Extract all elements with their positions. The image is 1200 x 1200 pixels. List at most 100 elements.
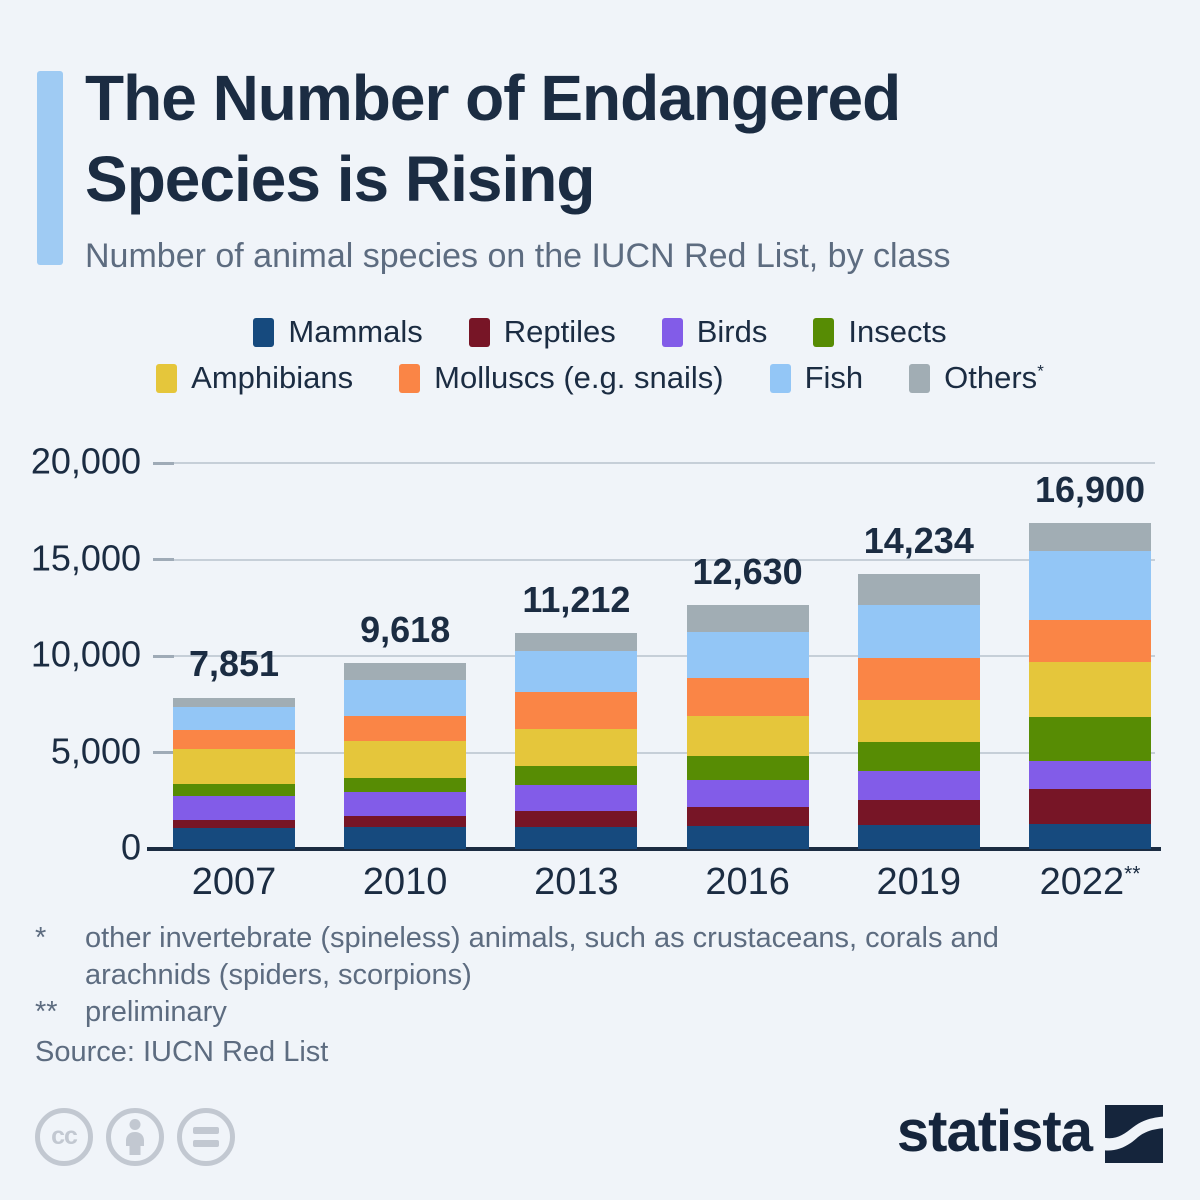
bar-segment-others-2022: [1029, 522, 1151, 552]
y-axis-label-5000: 5,000: [50, 729, 141, 771]
bar-segment-insects-2007: [173, 784, 295, 797]
legend-swatch-others: [909, 363, 931, 393]
license-badges: cc: [35, 1108, 235, 1166]
equals-glyph: [193, 1127, 219, 1147]
bar-segment-reptiles-2013: [515, 810, 638, 827]
legend-swatch-fish: [769, 363, 791, 393]
legend-item-reptiles: Reptiles: [468, 314, 616, 350]
bar-total-label-2016: 12,630: [692, 551, 803, 593]
bar-segment-mammals-2019: [857, 825, 980, 849]
bar-segment-fish-2007: [173, 707, 295, 731]
page-title: The Number of Endangered Species is Risi…: [85, 58, 901, 219]
legend-item-insects: Insects: [813, 314, 947, 350]
attribution-person-icon[interactable]: [106, 1108, 164, 1166]
footnote-2-text: preliminary: [85, 996, 227, 1029]
footnote-1-marker: *: [35, 922, 47, 954]
footnote-1: * other invertebrate (spineless) animals…: [35, 920, 999, 994]
y-axis-label-0: 0: [120, 826, 141, 868]
footnote-2-marker: **: [35, 996, 58, 1029]
bar-total-label-2019: 14,234: [863, 520, 974, 562]
bar-2016: [686, 605, 809, 849]
footnote-2: ** preliminary: [35, 994, 999, 1031]
gridline-5000: [153, 751, 1155, 754]
x-axis-label-2010: 2010: [362, 861, 448, 903]
statista-logo-text: statista: [896, 1099, 1093, 1164]
bar-segment-insects-2019: [857, 741, 980, 772]
bar-segment-reptiles-2010: [344, 815, 467, 828]
source-note: Source: IUCN Red List: [35, 1036, 329, 1068]
statista-branding[interactable]: statista: [897, 1098, 1163, 1169]
bar-segment-molluscs-e-g-snails-2022: [1029, 619, 1151, 662]
bar-segment-molluscs-e-g-snails-2013: [515, 692, 638, 729]
legend-swatch-insects: [813, 317, 835, 347]
bar-segment-fish-2013: [515, 651, 638, 692]
bar-segment-others-2019: [857, 574, 980, 606]
legend-row-1: Mammals Reptiles Birds Insects: [253, 314, 947, 350]
gridline-10000: [153, 655, 1155, 657]
bar-2022: [1029, 522, 1151, 849]
x-axis-label-2013: 2013: [534, 861, 619, 903]
no-derivatives-equals-icon[interactable]: [177, 1108, 235, 1166]
bar-total-label-2013: 11,212: [522, 578, 631, 620]
legend-row-2: Amphibians Molluscs (e.g. snails) Fish Othe…: [156, 360, 1044, 396]
bar-segment-fish-2022: [1029, 551, 1151, 620]
person-glyph: [126, 1119, 144, 1155]
gridline-20000: [153, 462, 1155, 464]
gridline-15000: [153, 558, 1155, 561]
bar-segment-amphibians-2022: [1029, 661, 1151, 717]
footnote-1-line-1: other invertebrate (spineless) animals, …: [85, 922, 999, 954]
bar-segment-molluscs-e-g-snails-2007: [173, 730, 295, 750]
x-axis-label-2007: 2007: [191, 861, 277, 903]
axis-tick-5000: [153, 751, 174, 754]
legend-swatch-mammals: [253, 317, 275, 347]
bar-segment-birds-2022: [1029, 761, 1151, 789]
x-axis-label-2019: 2019: [876, 861, 962, 903]
legend-swatch-amphibians: [156, 363, 178, 393]
y-axis-labels: 20,000 15,000 10,000 5,000 0: [0, 440, 141, 867]
bar-segment-fish-2010: [344, 680, 467, 717]
bar-segment-birds-2007: [173, 796, 295, 820]
y-axis-label-20000: 20,000: [30, 440, 141, 482]
bar-segment-molluscs-e-g-snails-2010: [344, 716, 467, 742]
bar-segment-reptiles-2007: [173, 819, 295, 828]
title-accent-bar: [37, 71, 63, 265]
legend-label-molluscs-e-g-snails: Molluscs (e.g. snails): [434, 360, 724, 395]
bar-2010: [344, 663, 467, 849]
legend-label-fish: Fish: [804, 360, 864, 395]
bar-segment-amphibians-2010: [344, 741, 467, 778]
bar-segment-molluscs-e-g-snails-2016: [686, 677, 809, 716]
legend-label-mammals: Mammals: [288, 314, 423, 349]
bar-segment-birds-2010: [344, 791, 467, 816]
cc-letters: cc: [51, 1121, 78, 1150]
bar-segment-mammals-2007: [173, 827, 295, 849]
bar-segment-birds-2016: [686, 780, 809, 807]
legend-item-molluscs-e-g-snails: Molluscs (e.g. snails): [399, 360, 724, 396]
bar-total-label-2010: 9,618: [360, 609, 451, 651]
legend-label-amphibians: Amphibians: [191, 360, 354, 395]
creative-commons-icon[interactable]: cc: [35, 1108, 93, 1166]
footnote-1-line-2: arachnids (spiders, scorpions): [85, 959, 472, 992]
bar-segment-amphibians-2016: [686, 715, 809, 756]
bar-segment-birds-2019: [857, 771, 980, 801]
bar-segment-insects-2013: [515, 766, 638, 786]
legend-label-birds: Birds: [696, 314, 768, 349]
axis-tick-10000: [153, 654, 174, 658]
bar-segment-reptiles-2022: [1029, 788, 1151, 824]
legend-swatch-reptiles: [468, 317, 490, 347]
statista-logo-mark-icon: [1105, 1104, 1163, 1163]
legend-label-others: Others*: [944, 360, 1044, 395]
bar-segment-mammals-2022: [1029, 823, 1151, 849]
bar-segment-reptiles-2016: [686, 806, 809, 826]
x-axis-label-2022: 2022**: [1039, 861, 1141, 903]
title-line-2: Species is Rising: [85, 142, 595, 215]
legend-item-others: Others*: [909, 360, 1044, 396]
legend-item-amphibians: Amphibians: [156, 360, 353, 396]
axis-tick-20000: [153, 461, 174, 465]
bar-segment-birds-2013: [515, 785, 638, 811]
legend-label-insects: Insects: [848, 314, 947, 349]
bar-segment-mammals-2013: [515, 826, 638, 849]
bar-segment-others-2007: [173, 697, 295, 708]
legend-swatch-birds: [661, 317, 683, 347]
bar-segment-fish-2019: [857, 605, 980, 658]
bar-segment-insects-2016: [686, 755, 809, 781]
